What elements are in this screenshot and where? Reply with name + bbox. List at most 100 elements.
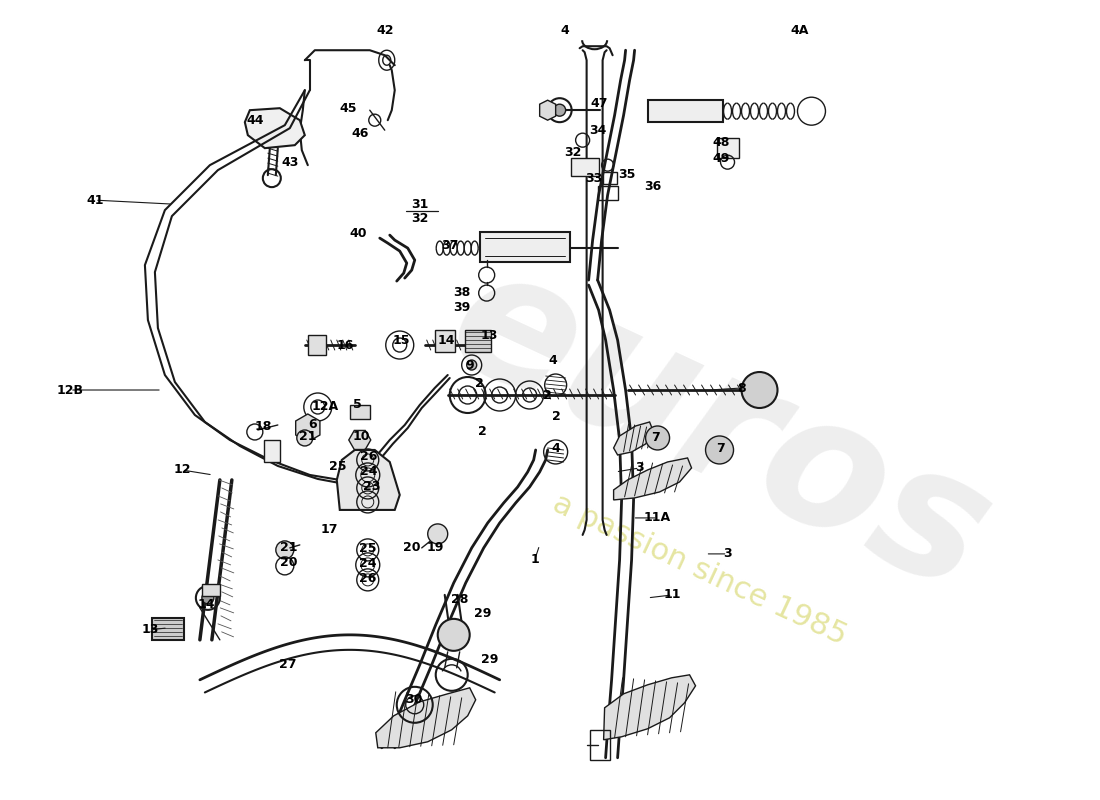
Text: 40: 40 [349, 226, 366, 240]
Text: 30: 30 [405, 694, 422, 706]
Text: 11A: 11A [644, 511, 671, 525]
Text: 32: 32 [564, 146, 581, 158]
Polygon shape [245, 108, 305, 148]
Text: 33: 33 [585, 172, 602, 185]
Text: 11: 11 [663, 588, 681, 602]
Text: 27: 27 [279, 658, 297, 671]
Text: 29: 29 [481, 654, 498, 666]
Text: 6: 6 [308, 418, 317, 431]
Text: 36: 36 [644, 180, 661, 193]
Circle shape [553, 104, 565, 116]
Text: 38: 38 [453, 286, 471, 298]
Text: 5: 5 [353, 398, 362, 411]
Circle shape [276, 541, 294, 559]
Text: 20: 20 [403, 542, 420, 554]
Text: 2: 2 [552, 410, 561, 423]
Polygon shape [604, 675, 695, 740]
Polygon shape [614, 458, 692, 500]
Polygon shape [376, 688, 475, 748]
Polygon shape [337, 450, 399, 510]
Text: 19: 19 [427, 542, 444, 554]
Text: 12: 12 [173, 463, 190, 477]
Text: 25: 25 [329, 461, 346, 474]
Bar [480, 232, 570, 262]
Bar [464, 330, 491, 352]
Text: 26: 26 [359, 572, 376, 586]
Bar [202, 584, 220, 596]
Text: 2: 2 [543, 389, 552, 402]
Circle shape [646, 426, 670, 450]
Text: 32: 32 [411, 212, 428, 225]
Text: 8: 8 [737, 382, 746, 394]
Text: 42: 42 [376, 24, 394, 37]
Text: 4: 4 [560, 24, 569, 37]
Bar [264, 440, 279, 462]
Circle shape [428, 524, 448, 544]
Text: 24: 24 [360, 466, 377, 478]
Text: 43: 43 [282, 156, 298, 169]
Text: 10: 10 [353, 430, 371, 443]
Bar [603, 172, 617, 184]
Text: 39: 39 [453, 301, 471, 314]
Bar [716, 138, 738, 158]
Bar [571, 158, 598, 176]
Text: 4A: 4A [790, 24, 808, 37]
Text: 2: 2 [478, 426, 487, 438]
Text: 13: 13 [141, 623, 158, 636]
Text: 21: 21 [299, 430, 317, 443]
Text: 13: 13 [481, 329, 498, 342]
Polygon shape [540, 100, 556, 120]
Text: 14: 14 [197, 598, 215, 611]
Text: 25: 25 [359, 542, 376, 555]
Text: 23: 23 [363, 481, 381, 494]
Text: 21: 21 [280, 542, 298, 554]
Text: 49: 49 [713, 152, 730, 165]
Text: 7: 7 [651, 431, 660, 445]
Text: 3: 3 [723, 547, 732, 561]
Text: 37: 37 [441, 238, 459, 251]
Text: 34: 34 [588, 124, 606, 137]
Text: 29: 29 [474, 607, 492, 620]
Bar [308, 335, 326, 355]
Text: 17: 17 [321, 523, 339, 537]
Circle shape [202, 592, 213, 604]
Text: 1: 1 [530, 554, 539, 566]
Circle shape [705, 436, 734, 464]
Circle shape [438, 619, 470, 651]
Circle shape [466, 360, 476, 370]
Text: 46: 46 [351, 126, 369, 140]
Text: 47: 47 [591, 97, 608, 110]
Bar [590, 730, 609, 760]
Text: 18: 18 [254, 421, 272, 434]
Bar [434, 330, 454, 352]
Bar [597, 186, 617, 200]
Text: 45: 45 [339, 102, 356, 114]
Bar [152, 618, 184, 640]
Text: 4: 4 [548, 354, 557, 366]
Text: 2: 2 [475, 377, 484, 390]
Text: 35: 35 [618, 168, 636, 181]
Text: 26: 26 [360, 450, 377, 463]
Text: euros: euros [424, 230, 1015, 630]
Text: 12B: 12B [56, 383, 84, 397]
Polygon shape [296, 414, 320, 442]
Text: 9: 9 [465, 358, 474, 371]
Text: 16: 16 [337, 338, 353, 351]
Bar [648, 100, 723, 122]
Text: 4: 4 [551, 442, 560, 455]
Text: 28: 28 [451, 594, 469, 606]
Text: 48: 48 [713, 136, 730, 149]
Text: a passion since 1985: a passion since 1985 [548, 489, 851, 651]
Text: 15: 15 [393, 334, 410, 346]
Text: 44: 44 [246, 114, 264, 126]
Text: 24: 24 [359, 558, 376, 570]
Text: 14: 14 [438, 334, 455, 346]
Circle shape [741, 372, 778, 408]
Polygon shape [614, 422, 653, 455]
Text: 3: 3 [636, 462, 644, 474]
Text: 41: 41 [86, 194, 103, 206]
Polygon shape [349, 430, 371, 450]
Text: 31: 31 [411, 198, 428, 210]
Circle shape [297, 430, 312, 446]
Text: 20: 20 [280, 556, 298, 570]
